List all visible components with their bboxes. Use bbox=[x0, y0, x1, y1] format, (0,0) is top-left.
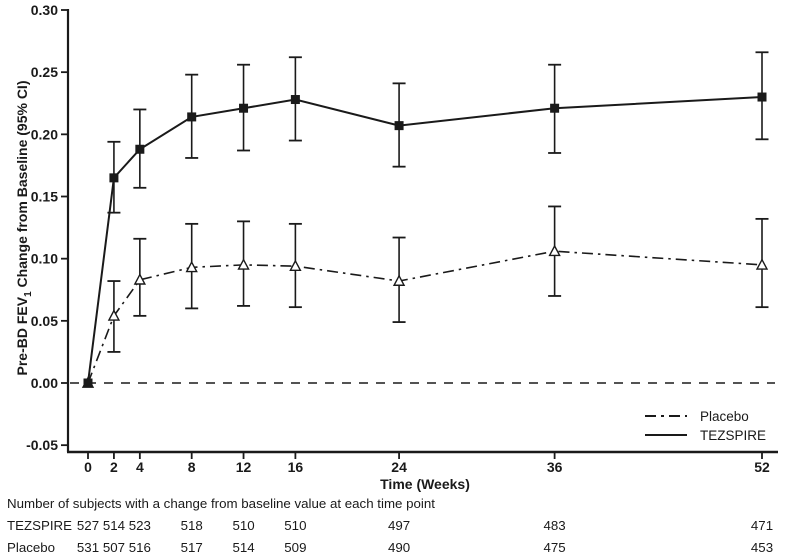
legend-item-placebo: Placebo bbox=[645, 408, 766, 424]
square-marker bbox=[239, 103, 249, 113]
subject-count: 510 bbox=[284, 518, 307, 533]
y-tick-label: 0.05 bbox=[31, 313, 58, 329]
square-marker bbox=[187, 112, 197, 122]
x-tick-label: 12 bbox=[236, 459, 252, 475]
x-tick-label: 0 bbox=[84, 459, 92, 475]
subject-count: 510 bbox=[232, 518, 255, 533]
subject-count: 531 bbox=[76, 540, 100, 555]
y-axis-title: Pre-BD FEV1 Change from Baseline (95% CI… bbox=[14, 81, 34, 376]
y-tick-label: -0.05 bbox=[26, 437, 58, 453]
subject-count: 523 bbox=[128, 518, 151, 533]
subject-count: 483 bbox=[543, 518, 566, 533]
subject-count: 517 bbox=[180, 540, 203, 555]
subject-count: 453 bbox=[750, 540, 774, 555]
legend-label-tezspire: TEZSPIRE bbox=[700, 427, 767, 443]
square-marker bbox=[757, 92, 767, 102]
y-tick-label: 0.10 bbox=[31, 251, 58, 267]
subject-count: 507 bbox=[102, 540, 126, 555]
square-marker bbox=[135, 144, 145, 154]
x-tick-label: 2 bbox=[110, 459, 118, 475]
square-marker bbox=[83, 378, 93, 388]
series-tezspire bbox=[83, 51, 769, 388]
y-tick-label: 0.00 bbox=[31, 375, 58, 391]
fev1-subscript: 1 bbox=[22, 291, 34, 297]
series-line-tezspire bbox=[87, 96, 763, 384]
triangle-marker bbox=[133, 273, 147, 285]
triangle-marker bbox=[289, 259, 302, 272]
subject-count: 471 bbox=[750, 518, 774, 533]
triangle-marker bbox=[185, 260, 198, 273]
y-axis-title-text: Pre-BD FEV bbox=[14, 296, 31, 376]
placebo-dashdot-line-sample bbox=[645, 415, 687, 417]
series-placebo bbox=[81, 205, 769, 388]
footer-row-placebo: Placebo 531 507 516 517 514 509 490 475 453 bbox=[0, 540, 787, 556]
y-axis-title-rest: Change from Baseline (95% CI) bbox=[14, 80, 31, 292]
triangle-marker bbox=[548, 244, 561, 257]
triangle-marker bbox=[392, 274, 406, 286]
legend-label-placebo: Placebo bbox=[700, 408, 749, 424]
subject-count: 527 bbox=[76, 518, 100, 533]
y-tick-label: 0.25 bbox=[31, 64, 58, 80]
y-tick-label: 0.20 bbox=[31, 126, 58, 142]
x-tick-label: 16 bbox=[288, 459, 304, 475]
subject-count: 490 bbox=[387, 540, 411, 555]
x-tick-label: 8 bbox=[188, 459, 196, 475]
square-marker bbox=[290, 95, 300, 105]
triangle-marker bbox=[755, 258, 769, 270]
square-marker bbox=[550, 103, 560, 113]
legend-item-tezspire: TEZSPIRE bbox=[645, 427, 767, 443]
subject-count: 475 bbox=[543, 540, 566, 555]
subject-count: 509 bbox=[284, 540, 307, 555]
square-marker bbox=[394, 121, 404, 131]
y-tick-label: 0.30 bbox=[31, 2, 58, 18]
footer-row-label: Placebo bbox=[7, 540, 56, 555]
subject-count: 497 bbox=[387, 518, 411, 533]
footer-row-label: TEZSPIRE bbox=[7, 518, 73, 533]
triangle-marker bbox=[237, 258, 250, 270]
x-tick-label: 52 bbox=[754, 459, 770, 475]
legend: Placebo TEZSPIRE bbox=[645, 408, 767, 443]
y-tick-label: 0.15 bbox=[31, 189, 58, 205]
x-tick-label: 36 bbox=[547, 459, 563, 475]
square-marker bbox=[109, 173, 119, 183]
x-axis-title: Time (Weeks) bbox=[380, 476, 470, 492]
subject-count: 514 bbox=[232, 540, 255, 555]
footer-row-tezspire: TEZSPIRE 527 514 523 518 510 510 497 483 471 bbox=[0, 518, 787, 534]
x-tick-label: 4 bbox=[136, 459, 144, 475]
subject-count: 518 bbox=[180, 518, 203, 533]
footer-note: Number of subjects with a change from ba… bbox=[7, 496, 435, 511]
tezspire-solid-line-sample bbox=[645, 433, 687, 437]
subject-count: 514 bbox=[102, 518, 126, 533]
chart-plot-canvas: 0.300.250.200.150.100.050.00-0.050 2 4 8 12 1… bbox=[26, 2, 778, 475]
triangle-marker bbox=[107, 309, 121, 321]
subject-count: 516 bbox=[128, 540, 151, 555]
x-tick-label: 24 bbox=[391, 459, 407, 475]
